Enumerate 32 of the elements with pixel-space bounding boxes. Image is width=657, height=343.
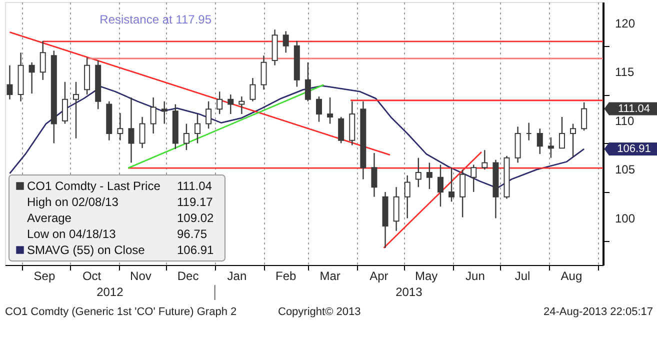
y-tick-label: 105 [615, 162, 636, 177]
x-tick-label: Jun [466, 269, 485, 283]
text: 2013 [396, 285, 423, 299]
x-tick-label: Mar [320, 269, 340, 283]
y-tick-label: 100 [615, 211, 636, 226]
text: 2012 [96, 285, 124, 299]
x-tick-label: Sep [34, 269, 56, 283]
legend-label: SMAVG (55) on Close [27, 243, 146, 257]
x-tick-label: Apr [370, 269, 388, 283]
x-tick-label: May [414, 269, 438, 283]
text: Low on 04/18/13 96.75 [27, 227, 208, 241]
legend-label: CO1 Comdty - Last Price [27, 179, 161, 193]
text: High on 02/08/13 119.17 [27, 195, 213, 209]
annotation: Resistance at 117.95 [100, 12, 212, 26]
x-tick-label: Oct [82, 269, 102, 283]
x-tick-label: Jan [227, 269, 247, 283]
x-tick-label: Feb [276, 269, 297, 283]
y-tick-label: 120 [615, 16, 636, 30]
text: Copyright© 2013 [278, 306, 361, 318]
y-tick-label: 110 [615, 114, 634, 128]
x-tick-label: Aug [560, 269, 582, 283]
annotation: 106.91 [177, 243, 214, 257]
text: 24-Aug-2013 22:05:17 [544, 306, 653, 318]
text: Average 109.02 [27, 211, 214, 225]
x-tick-label: Nov [130, 269, 152, 283]
text: 111.04 [618, 102, 650, 115]
x-tick-label: Dec [177, 269, 199, 283]
text: CO1 Comdty (Generic 1st 'CO' Future) Graph 2 [5, 306, 237, 318]
y-tick-label: 115 [615, 65, 634, 80]
text: 106.91 [617, 142, 651, 155]
annotation: 111.04 [177, 179, 212, 193]
x-tick-label: Jul [514, 269, 530, 283]
